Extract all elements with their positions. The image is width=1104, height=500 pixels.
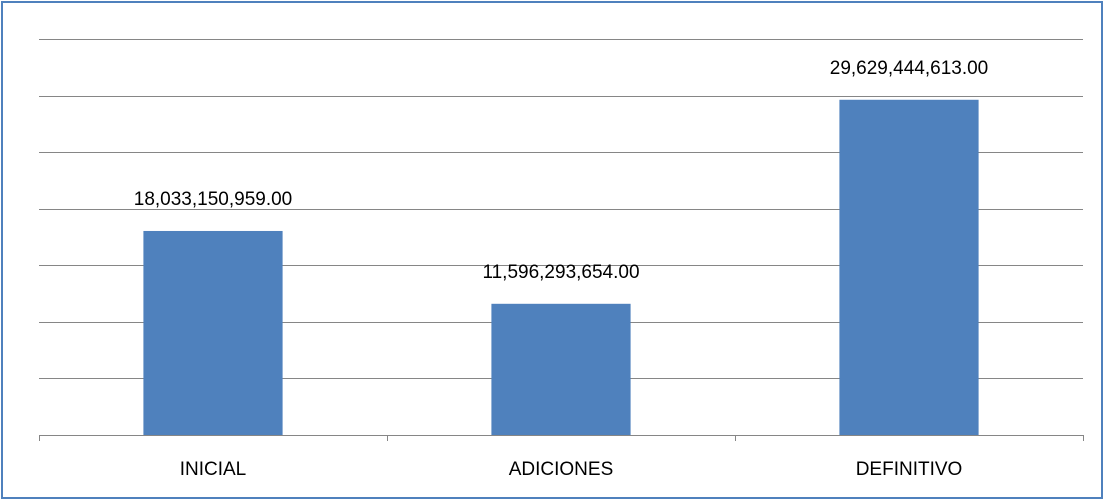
data-label-inicial: 18,033,150,959.00: [134, 189, 293, 210]
bar-inicial: [143, 230, 283, 435]
data-label-definitivo: 29,629,444,613.00: [830, 58, 989, 79]
bar-adiciones: [491, 303, 631, 435]
category-label-definitivo: DEFINITIVO: [856, 459, 963, 480]
x-axis-ticks: [39, 435, 1084, 441]
category-label-adiciones: ADICIONES: [509, 459, 614, 480]
bar-definitivo: [839, 99, 979, 435]
data-label-adiciones: 11,596,293,654.00: [482, 262, 639, 283]
category-labels: INICIAL ADICIONES DEFINITIVO: [180, 459, 963, 480]
data-labels: 18,033,150,959.00 11,596,293,654.00 29,629…: [134, 58, 989, 283]
bars: [143, 99, 979, 435]
category-label-inicial: INICIAL: [180, 459, 247, 480]
bar-chart: 18,033,150,959.00 11,596,293,654.00 29,629…: [39, 39, 1084, 480]
